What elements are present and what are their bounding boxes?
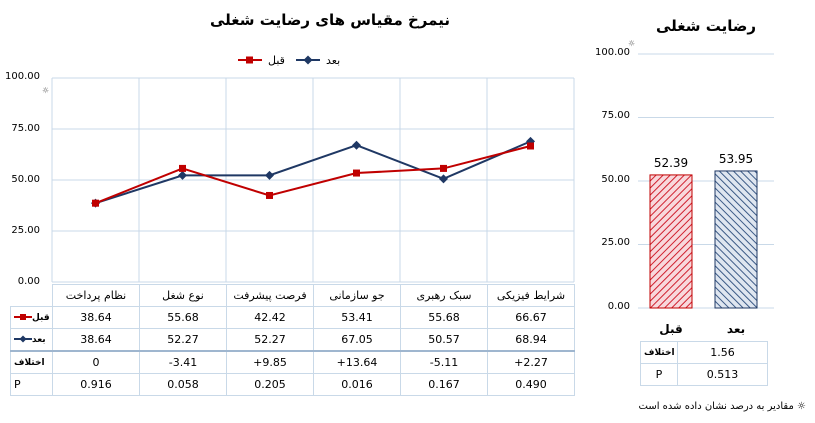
bar-p-label: P bbox=[640, 363, 678, 386]
table-cell: 38.64 bbox=[52, 328, 140, 352]
bar-category-label: قبل bbox=[659, 322, 682, 336]
bar-before bbox=[649, 174, 693, 309]
table-row-diff: اختلاف 1.56 bbox=[640, 341, 768, 364]
category-label: سبک رهبری bbox=[400, 284, 488, 307]
line-ytick-100: 100.00 bbox=[5, 71, 40, 82]
table-cell: 0.205 bbox=[226, 373, 314, 396]
line-gridlines bbox=[51, 77, 575, 283]
line-ytick-75: 75.00 bbox=[11, 123, 40, 134]
table-row-categories: نظام پرداخت نوع شغل فرصت پیشرفت جو سازما… bbox=[11, 284, 575, 307]
bar-value-label: 53.95 bbox=[719, 152, 753, 166]
bar-plot-area: 52.39 قبل 53.95 بعد bbox=[649, 152, 758, 336]
table-cell: 50.57 bbox=[400, 328, 488, 352]
line-chart-title: نیمرخ مقیاس های رضایت شغلی bbox=[210, 11, 450, 29]
line-ytick-50: 50.00 bbox=[11, 174, 40, 185]
table-cell: 0.058 bbox=[139, 373, 227, 396]
table-cell: 67.05 bbox=[313, 328, 401, 352]
point-after bbox=[265, 170, 274, 180]
table-row-after: بعد 38.64 52.27 52.27 67.05 50.57 68.94 bbox=[10, 328, 575, 352]
table-cell: 68.94 bbox=[487, 328, 575, 352]
line-ytick-25: 25.00 bbox=[11, 225, 40, 236]
footnote: ☼ مقادیر به درصد نشان داده شده است bbox=[638, 401, 806, 412]
bar-diff-label: اختلاف bbox=[640, 341, 678, 364]
row-label-p: P bbox=[10, 373, 53, 396]
table-row-before: قبل 38.64 55.68 42.42 53.41 55.68 66.67 bbox=[10, 306, 575, 329]
table-cell: 0.016 bbox=[313, 373, 401, 396]
table-cell: 55.68 bbox=[139, 306, 227, 329]
legend-item-after: بعد bbox=[296, 54, 340, 67]
line-data-table: نظام پرداخت نوع شغل فرصت پیشرفت جو سازما… bbox=[10, 284, 575, 396]
table-cell: +2.27 bbox=[487, 350, 575, 374]
table-cell: 38.64 bbox=[52, 306, 140, 329]
point-before bbox=[266, 191, 273, 199]
table-cell: 0 bbox=[52, 350, 140, 374]
point-before bbox=[527, 142, 534, 150]
table-row-diff: اختلاف 0 -3.41 +9.85 +13.64 -5.11 +2.27 bbox=[10, 350, 575, 374]
after-legend-key-icon bbox=[14, 335, 32, 343]
legend-label-after: بعد bbox=[326, 54, 340, 67]
table-cell: +9.85 bbox=[226, 350, 314, 374]
table-cell: -3.41 bbox=[139, 350, 227, 374]
bar-star-icon: ☼ bbox=[628, 39, 636, 48]
bar-category-label: بعد bbox=[727, 322, 745, 336]
table-cell: 55.68 bbox=[400, 306, 488, 329]
table-cell: 52.27 bbox=[226, 328, 314, 352]
table-cell: 52.27 bbox=[139, 328, 227, 352]
point-before bbox=[179, 164, 186, 172]
bar-ytick-25: 25.00 bbox=[601, 237, 630, 248]
category-label: نوع شغل bbox=[139, 284, 227, 307]
table-cell: 0.167 bbox=[400, 373, 488, 396]
bar-after bbox=[714, 170, 758, 309]
table-cell: +13.64 bbox=[313, 350, 401, 374]
table-cell: 53.41 bbox=[313, 306, 401, 329]
table-row-p: P 0.513 bbox=[640, 363, 768, 386]
legend-label-before: قبل bbox=[268, 54, 285, 67]
table-cell: -5.11 bbox=[400, 350, 488, 374]
point-before bbox=[353, 169, 360, 177]
bar-p-value: 0.513 bbox=[677, 363, 768, 386]
series-line-before bbox=[95, 145, 531, 205]
row-label-after: بعد bbox=[10, 328, 53, 352]
bar-stats-table: اختلاف 1.56 P 0.513 bbox=[640, 341, 768, 386]
category-label: نظام پرداخت bbox=[52, 284, 140, 307]
table-row-p: P 0.916 0.058 0.205 0.016 0.167 0.490 bbox=[10, 373, 575, 396]
legend-item-before: قبل bbox=[238, 54, 285, 67]
table-cell: 66.67 bbox=[487, 306, 575, 329]
line-ytick-0: 0.00 bbox=[17, 276, 40, 287]
line-legend: قبل بعد bbox=[238, 54, 340, 67]
bar-ytick-100: 100.00 bbox=[595, 47, 630, 58]
table-cell: 0.916 bbox=[52, 373, 140, 396]
bar-chart-title: رضایت شغلی bbox=[656, 17, 757, 35]
point-after bbox=[178, 170, 187, 180]
table-cell: 0.490 bbox=[487, 373, 575, 396]
series-line-after bbox=[95, 140, 531, 205]
bar-ytick-75: 75.00 bbox=[601, 110, 630, 121]
category-label: جو سازمانی bbox=[313, 284, 401, 307]
category-label: فرصت پیشرفت bbox=[226, 284, 314, 307]
point-before bbox=[440, 164, 447, 172]
bar-chart-svg: 52.39 قبل 53.95 بعد bbox=[638, 53, 774, 336]
line-star-icon: ☼ bbox=[42, 86, 50, 95]
category-label: شرایط فیزیکی bbox=[487, 284, 575, 307]
point-after bbox=[439, 174, 448, 184]
point-after bbox=[352, 140, 361, 150]
bar-value-label: 52.39 bbox=[654, 156, 688, 170]
bar-ytick-0: 0.00 bbox=[607, 301, 630, 312]
before-legend-key-icon bbox=[14, 314, 32, 320]
bar-ytick-50: 50.00 bbox=[601, 174, 630, 185]
line-plot-area bbox=[91, 136, 535, 208]
row-label-diff: اختلاف bbox=[10, 350, 53, 374]
row-label-before: قبل bbox=[10, 306, 53, 329]
table-cell: 42.42 bbox=[226, 306, 314, 329]
bar-diff-value: 1.56 bbox=[677, 341, 768, 364]
line-chart-svg: قبل بعد bbox=[51, 54, 575, 283]
point-before bbox=[92, 199, 99, 207]
